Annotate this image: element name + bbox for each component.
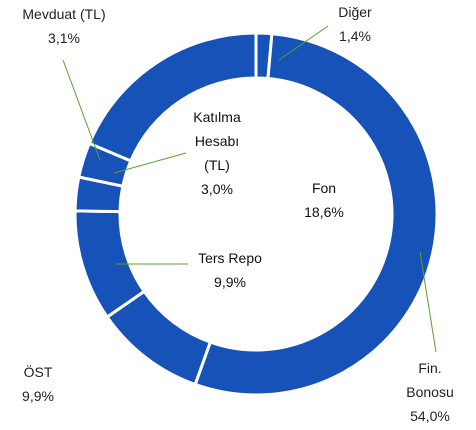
category-label: Katılma Hesabı (TL) [193,109,241,173]
data-label: Diğer 1,4% [315,0,395,48]
category-label: Ters Repo [198,250,262,266]
data-label: Fin. Bonosu 54,0% [400,356,460,428]
data-label: Ters Repo 9,9% [180,246,280,294]
value-label: 9,9% [22,388,54,404]
data-label: Katılma Hesabı (TL) 3,0% [182,105,252,201]
category-label: ÖST [23,364,53,380]
leader-line [419,251,437,353]
slice [193,32,439,397]
category-label: Mevduat (TL) [22,6,106,22]
category-label: Fin. Bonosu [406,360,454,400]
value-label: 9,9% [214,274,246,290]
leader-line [62,59,101,161]
value-label: 3,1% [48,30,80,46]
value-label: 54,0% [410,408,450,424]
value-label: 3,0% [201,181,233,197]
category-label: Fon [311,180,337,196]
leader-line [278,25,329,61]
slice [87,31,258,163]
value-label: 18,6% [304,204,344,220]
slices [73,31,439,397]
data-label: Fon 18,6% [284,176,364,224]
leader-line [113,152,187,174]
data-label: Mevduat (TL) 3,1% [4,2,124,50]
data-label: ÖST 9,9% [8,360,68,408]
value-label: 1,4% [339,28,371,44]
category-label: Diğer [338,4,372,20]
